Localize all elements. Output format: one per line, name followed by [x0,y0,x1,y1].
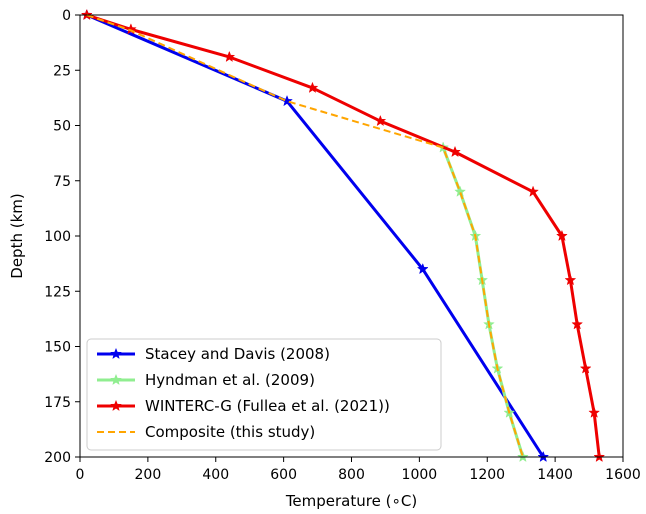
legend-entry-0: Stacey and Davis (2008) [97,345,330,363]
y-tick-label-6: 150 [44,340,71,356]
y-axis-label: Depth (km) [8,193,26,278]
y-tick-label-5: 125 [44,284,71,300]
series-line-1 [441,147,525,458]
legend-label-0: Stacey and Davis (2008) [145,345,330,363]
series-line-0 [86,13,545,458]
y-tick-label-2: 50 [53,119,71,135]
legend-box [86,338,442,451]
x-tick-label-6: 1200 [469,467,505,483]
y-tick-label-8: 200 [44,450,71,466]
legend: Stacey and Davis (2008) Hyndman et al. (2… [86,338,442,451]
x-tick-label-5: 1000 [402,467,438,483]
y-tick-label-4: 100 [44,229,71,245]
series-layer [80,8,606,463]
series-2-point-11 [588,406,601,418]
series-0-point-3 [537,450,550,463]
legend-entry-1: Hyndman et al. (2009) [97,371,315,389]
y-tick-label-3: 75 [53,174,71,190]
series-2-point-4 [374,114,387,127]
series-2-point-10 [579,362,592,374]
legend-label-1: Hyndman et al. (2009) [145,371,315,389]
x-tick-label-0: 0 [76,467,85,483]
series-2-point-9 [571,318,584,330]
y-tick-label-1: 25 [53,63,71,79]
legend-label-3: Composite (this study) [145,423,315,441]
series-line-3 [86,14,524,458]
x-tick-label-7: 1400 [537,467,573,483]
series-2 [80,8,606,463]
series-2-point-12 [593,450,606,463]
series-2-point-5 [449,145,461,158]
series-3 [86,14,524,458]
series-0-point-2 [416,262,429,275]
legend-marker-0 [110,347,122,360]
x-tick-label-2: 400 [202,467,229,483]
legend-marker-1 [110,373,122,386]
legend-entry-2: WINTERC-G (Fullea et al. (2021)) [97,397,390,415]
y-tick-label-0: 0 [62,8,71,24]
ticks-layer: 0 200 400 600 800 1000 1200 1400 1600 0 25 50 75 100 1… [44,8,641,483]
series-2-point-2 [223,50,236,63]
legend-entry-3: Composite (this study) [97,423,315,441]
series-2-point-7 [555,229,568,242]
x-axis-label: Temperature (∘C) [285,492,417,510]
series-2-point-1 [124,23,137,35]
series-2-point-6 [527,185,539,197]
legend-marker-2 [110,399,122,412]
series-2-point-0 [80,8,93,21]
series-1-point-7 [516,450,529,463]
series-2-point-3 [306,81,319,93]
legend-label-2: WINTERC-G (Fullea et al. (2021)) [145,397,390,415]
x-tick-label-8: 1600 [605,467,641,483]
series-2-point-8 [564,273,577,286]
x-tick-label-1: 200 [135,467,162,483]
x-tick-label-4: 800 [338,467,365,483]
y-tick-label-7: 175 [44,395,71,411]
x-tick-label-3: 600 [270,467,297,483]
